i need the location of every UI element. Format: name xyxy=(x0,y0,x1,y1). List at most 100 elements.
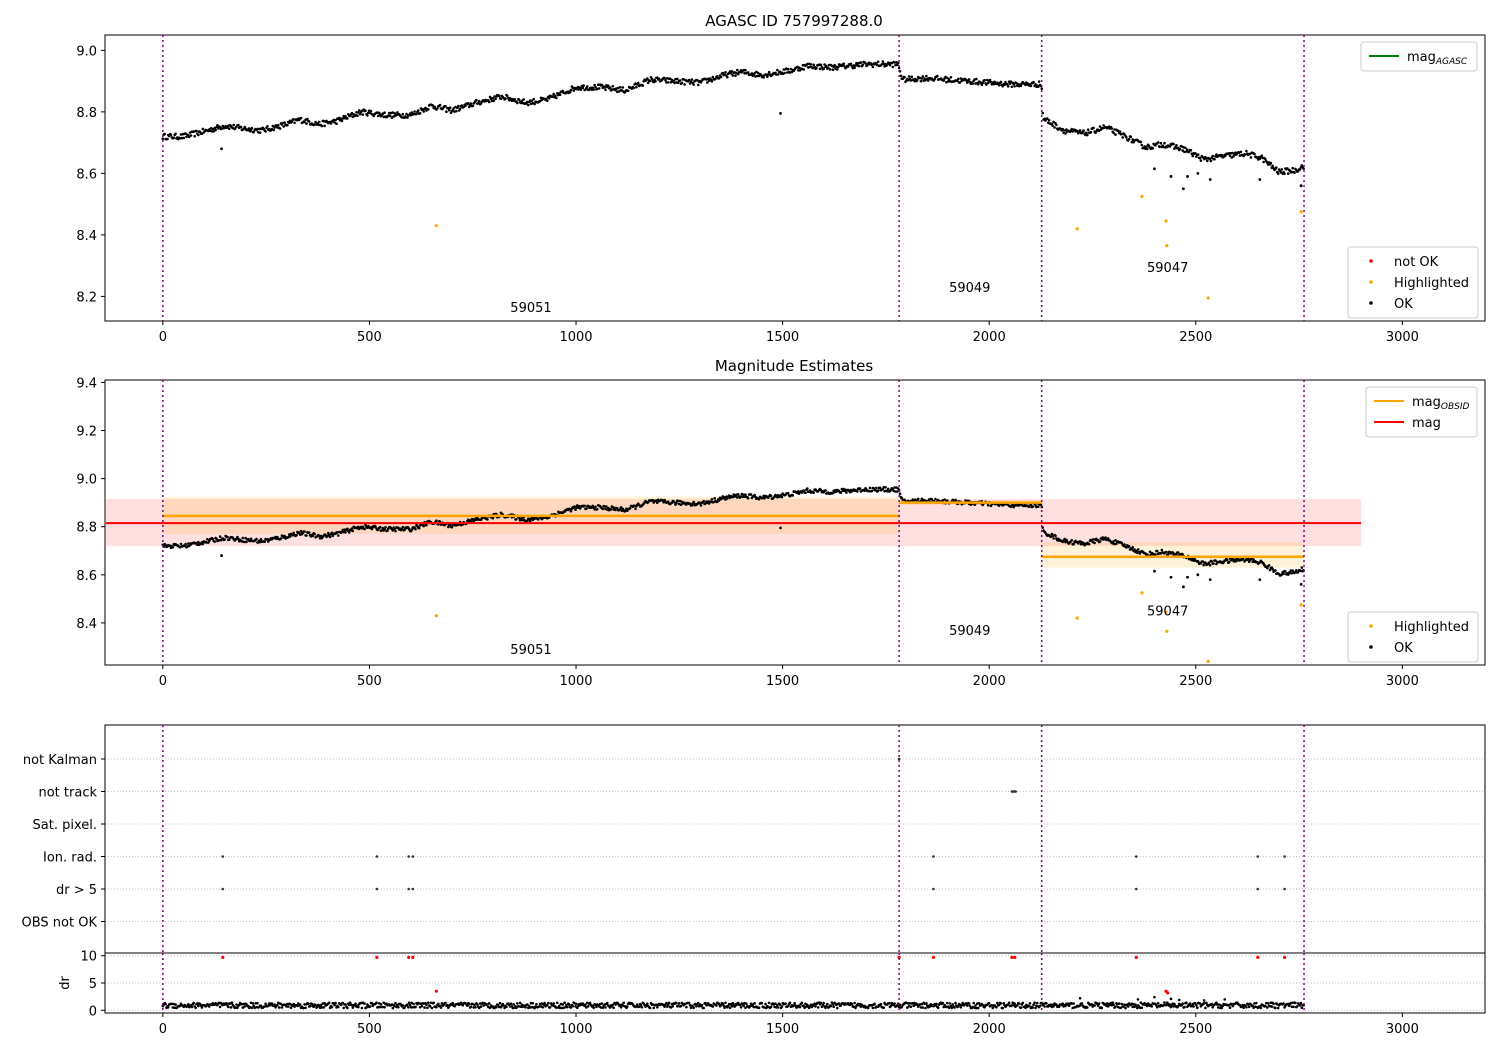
dr-point xyxy=(357,1005,360,1009)
ok-point xyxy=(589,86,593,90)
dr-point xyxy=(592,1006,595,1010)
dr-point xyxy=(966,1004,969,1007)
ok-point xyxy=(1168,145,1172,148)
ok-outlier-point xyxy=(1169,175,1173,178)
ok-point xyxy=(387,111,391,115)
ok-point xyxy=(406,116,409,119)
panel-agasc-xtick-label: 1000 xyxy=(559,330,592,345)
dr-point xyxy=(1216,1003,1219,1006)
dr-point xyxy=(1163,1001,1166,1004)
ok-point xyxy=(221,124,225,128)
legend-status-point-swatch xyxy=(1369,280,1373,284)
ok-point xyxy=(272,128,276,132)
dr-point xyxy=(518,1001,522,1005)
ok-point xyxy=(1239,150,1243,154)
ok-point xyxy=(1040,87,1044,90)
ok-point xyxy=(1160,548,1164,552)
dr-point xyxy=(816,1006,820,1009)
ok-point xyxy=(491,97,495,100)
panel-agasc-xtick-label: 500 xyxy=(357,330,382,345)
ok-point xyxy=(608,86,612,89)
ok-point xyxy=(1269,161,1273,165)
ok-point xyxy=(1135,549,1138,553)
ok-point xyxy=(824,489,827,492)
dr-point xyxy=(440,1002,444,1005)
ok-point xyxy=(919,79,923,83)
ok-point xyxy=(161,137,165,140)
ok-point xyxy=(746,71,750,74)
ok-point xyxy=(286,123,289,127)
dr-point xyxy=(1198,1002,1202,1005)
ok-point xyxy=(278,127,282,130)
dr-point xyxy=(893,1002,896,1005)
ok-point xyxy=(1010,85,1014,89)
ok-point xyxy=(861,63,865,66)
dr-point xyxy=(600,1002,604,1005)
dr-point xyxy=(467,1002,471,1006)
dr-point xyxy=(531,1002,535,1005)
ok-point xyxy=(855,61,858,65)
ok-point xyxy=(546,99,549,103)
ok-point xyxy=(464,104,467,108)
ok-point xyxy=(447,525,450,529)
ok-point xyxy=(650,77,654,81)
dr-point xyxy=(1247,1005,1251,1009)
ok-point xyxy=(412,112,416,116)
dr-point xyxy=(1299,1001,1303,1005)
ok-point xyxy=(611,84,615,88)
ok-point xyxy=(283,121,286,124)
ok-point xyxy=(447,108,451,112)
ok-point xyxy=(569,88,573,92)
ok-point xyxy=(820,65,824,69)
dr-point xyxy=(677,1002,681,1005)
dr-point xyxy=(1173,1002,1176,1006)
ok-point xyxy=(736,68,739,72)
ok-point xyxy=(417,109,420,112)
panel-magnitude-ytick-label: 8.8 xyxy=(76,521,97,536)
ok-point xyxy=(527,103,530,107)
dr-point xyxy=(397,1005,400,1009)
ok-point xyxy=(826,66,830,70)
ok-point xyxy=(497,94,501,98)
ok-point xyxy=(871,65,875,69)
dr-point xyxy=(679,1004,683,1008)
dr-point xyxy=(637,1005,641,1008)
dr-point xyxy=(487,1002,491,1005)
ok-point xyxy=(1165,550,1168,554)
dr-point xyxy=(555,1006,558,1009)
ok-point xyxy=(1019,84,1023,87)
ok-point xyxy=(216,124,219,127)
ok-point xyxy=(1210,560,1214,563)
ok-point xyxy=(245,540,248,544)
ok-point xyxy=(579,88,583,91)
dr-point xyxy=(1196,1006,1199,1009)
ok-point xyxy=(388,114,392,118)
dr-point xyxy=(935,1002,938,1006)
ok-point xyxy=(427,108,430,111)
dr-point xyxy=(375,1001,378,1004)
ok-point xyxy=(313,532,316,536)
ok-point xyxy=(307,120,311,123)
dr-point xyxy=(242,1002,245,1006)
dr-point xyxy=(961,1001,964,1005)
dr-point xyxy=(665,1001,668,1005)
dr-point xyxy=(1036,1001,1039,1005)
ok-point xyxy=(166,137,169,141)
dr-red-point xyxy=(375,955,379,959)
dr-point xyxy=(543,1001,546,1005)
ok-point xyxy=(1054,534,1057,538)
dr-outlier-point xyxy=(1136,998,1140,1001)
ok-point xyxy=(363,527,366,531)
ok-point xyxy=(581,86,585,89)
dr-point xyxy=(567,1003,571,1006)
dr-point xyxy=(666,1003,670,1007)
dr-point xyxy=(591,1004,595,1008)
dr-point xyxy=(197,1004,200,1008)
ok-point xyxy=(966,81,969,84)
dr-point xyxy=(427,1001,430,1004)
dr-point xyxy=(753,1002,756,1005)
panel-magnitude-obsid-label: 59051 xyxy=(510,643,551,658)
ok-point xyxy=(255,537,258,541)
ok-point xyxy=(846,65,850,68)
dr-point xyxy=(976,1006,980,1010)
